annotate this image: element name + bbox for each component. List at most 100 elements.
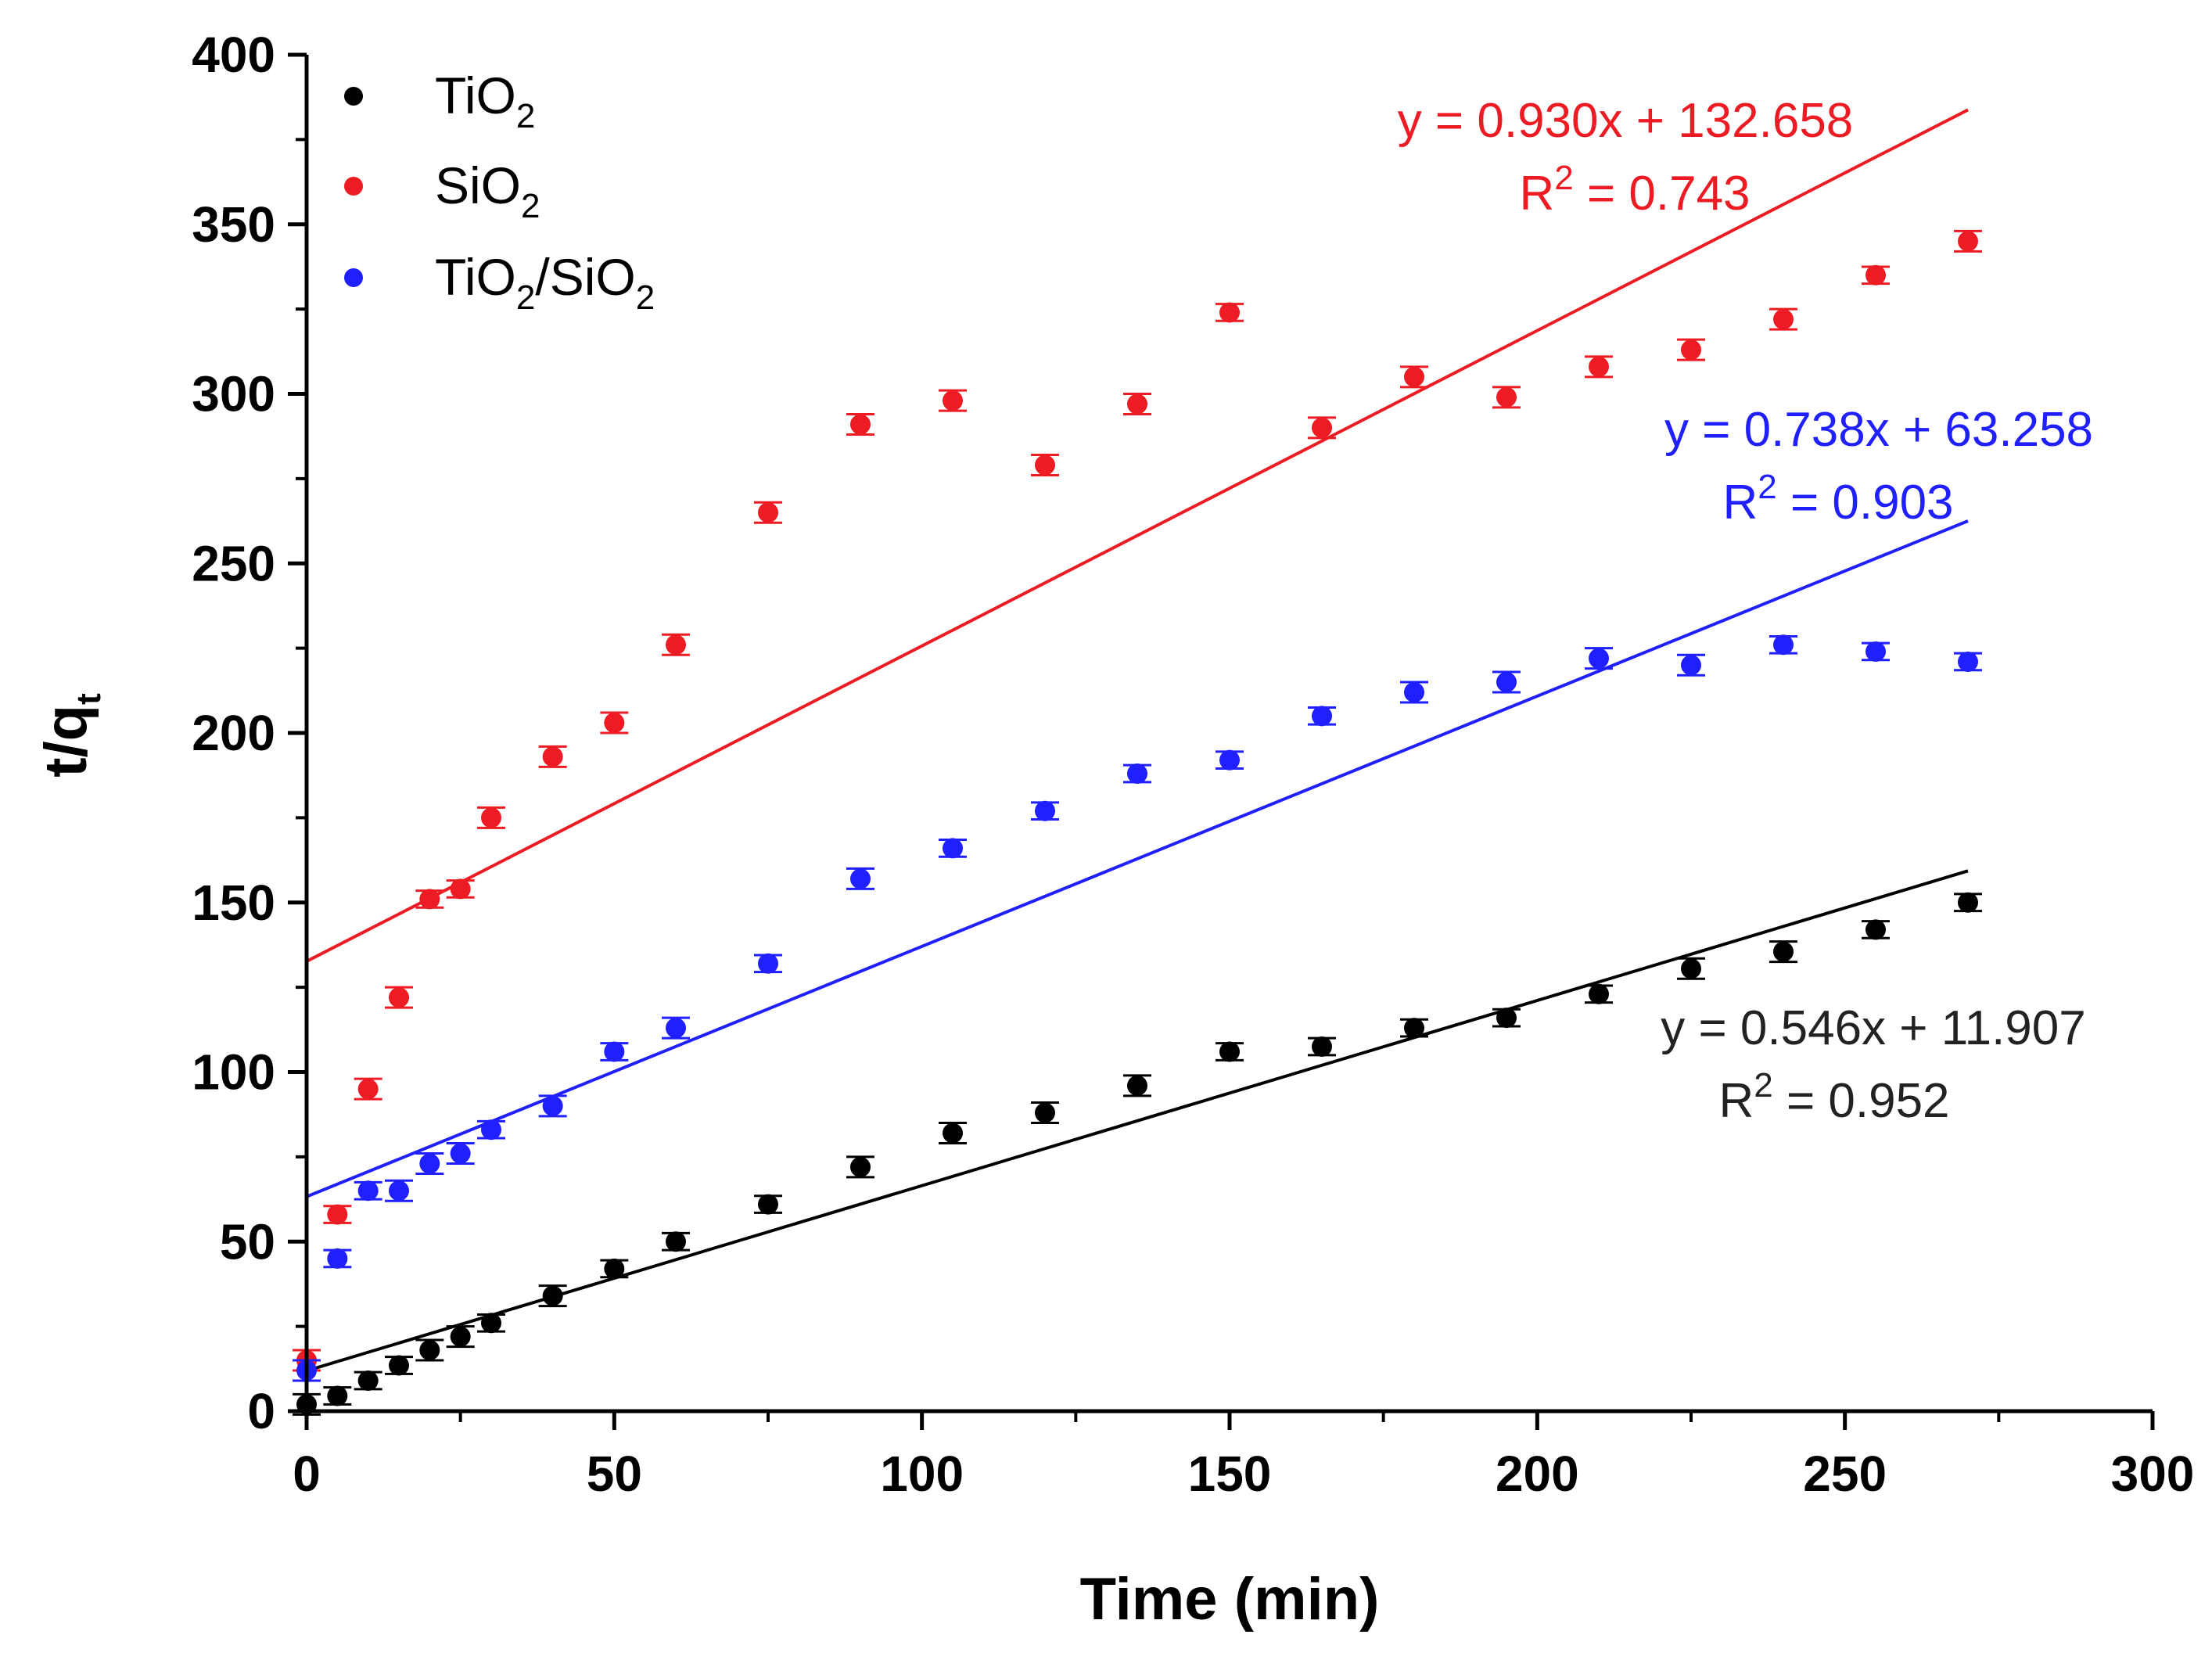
y-tick-label: 400: [192, 27, 275, 83]
data-points-layer: [293, 229, 1982, 1416]
series-tio2: [293, 892, 1982, 1416]
x-tick-label: 100: [880, 1446, 964, 1502]
annotation-tio2sio2: y = 0.738x + 63.258 R2 = 0.903: [1664, 403, 2093, 530]
data-point-tio2sio2: [1865, 641, 1886, 662]
legend-item-sio2: SiO2: [344, 156, 540, 225]
data-point-sio2: [481, 807, 501, 828]
data-point-tio2sio2: [1496, 671, 1517, 692]
data-point-tio2sio2: [1681, 655, 1701, 676]
data-point-tio2: [1127, 1075, 1147, 1096]
data-point-sio2: [1312, 417, 1332, 438]
y-axis-title-sub: t: [70, 693, 108, 705]
data-point-tio2: [1035, 1102, 1055, 1123]
data-point-tio2sio2: [1312, 706, 1332, 727]
y-tick-label: 50: [220, 1213, 275, 1270]
data-point-sio2: [943, 390, 963, 411]
annotation-sio2: y = 0.930x + 132.658 R2 = 0.743: [1398, 94, 1854, 221]
data-point-sio2: [1865, 264, 1886, 286]
data-point-tio2: [1312, 1036, 1332, 1057]
data-point-tio2: [357, 1370, 379, 1391]
x-tick-label: 50: [587, 1446, 642, 1502]
y-tick-label: 350: [192, 196, 275, 253]
data-point-sio2: [389, 987, 409, 1008]
data-point-tio2: [419, 1339, 440, 1360]
data-point-tio2: [1958, 892, 1978, 913]
data-point-tio2: [327, 1385, 348, 1406]
annotation-tio2sio2-equation: y = 0.738x + 63.258: [1664, 403, 2093, 457]
y-axis-title: t/qt: [33, 693, 108, 778]
data-point-tio2: [1773, 941, 1794, 962]
data-point-sio2: [1773, 309, 1794, 330]
legend-item-tio2: TiO2: [344, 66, 535, 135]
annotation-sio2-r2: R2 = 0.743: [1519, 159, 1750, 221]
series-tio2sio2: [293, 634, 1982, 1382]
data-point-sio2: [450, 878, 471, 900]
data-point-sio2: [357, 1079, 379, 1100]
legend-marker-tio2: [344, 87, 363, 106]
legend-marker-tio2sio2: [344, 268, 363, 287]
data-point-tio2sio2: [389, 1180, 409, 1202]
annotation-tio2-equation: y = 0.546x + 11.907: [1661, 1001, 2086, 1055]
legend: TiO2 SiO2 TiO2/SiO2: [344, 66, 655, 317]
data-point-tio2: [1589, 983, 1609, 1004]
x-tick-label: 300: [2111, 1446, 2195, 1502]
data-point-sio2: [850, 414, 871, 435]
data-point-tio2: [943, 1123, 963, 1144]
data-point-tio2sio2: [1035, 800, 1055, 821]
data-point-tio2sio2: [481, 1119, 501, 1141]
data-point-tio2: [481, 1313, 501, 1334]
data-point-tio2: [1404, 1018, 1424, 1039]
data-point-tio2sio2: [450, 1143, 471, 1164]
data-point-tio2sio2: [327, 1248, 348, 1269]
data-point-sio2: [758, 502, 778, 523]
y-tick-label: 0: [247, 1383, 275, 1439]
x-tick-label: 200: [1496, 1446, 1579, 1502]
annotation-tio2sio2-r2: R2 = 0.903: [1722, 468, 1953, 530]
data-point-sio2: [1035, 454, 1055, 476]
data-point-tio2sio2: [542, 1095, 563, 1116]
data-point-tio2sio2: [604, 1041, 625, 1062]
data-point-tio2: [1865, 919, 1886, 940]
legend-label-tio2: TiO2: [435, 66, 535, 135]
data-point-tio2: [1681, 958, 1701, 979]
legend-marker-sio2: [344, 177, 363, 196]
data-point-sio2: [1219, 302, 1240, 323]
x-tick-label: 250: [1803, 1446, 1887, 1502]
data-point-tio2: [758, 1194, 778, 1215]
data-point-sio2: [542, 746, 563, 767]
data-point-sio2: [666, 634, 686, 656]
data-point-tio2sio2: [850, 868, 871, 889]
legend-label-tio2sio2: TiO2/SiO2: [435, 248, 655, 317]
annotation-tio2: y = 0.546x + 11.907 R2 = 0.952: [1661, 1001, 2086, 1128]
y-tick-label: 150: [192, 875, 275, 931]
data-point-tio2: [1496, 1008, 1517, 1029]
data-point-tio2sio2: [1958, 651, 1978, 672]
data-point-tio2sio2: [1773, 634, 1794, 656]
ticks-layer: 0 50 100 150 200 250 300 0 50 100 150 200 250 300 350 4…: [192, 27, 2194, 1502]
x-axis-title: Time (min): [1080, 1566, 1380, 1633]
data-point-sio2: [1496, 386, 1517, 408]
annotation-sio2-equation: y = 0.930x + 132.658: [1398, 94, 1854, 148]
data-point-tio2: [542, 1285, 563, 1306]
y-axis-title-main: t/q: [33, 705, 99, 778]
x-tick-label: 150: [1188, 1446, 1272, 1502]
data-point-tio2: [389, 1355, 409, 1376]
y-tick-label: 100: [192, 1044, 275, 1101]
y-tick-label: 300: [192, 366, 275, 422]
data-point-tio2sio2: [419, 1153, 440, 1174]
data-point-tio2: [666, 1231, 686, 1252]
data-point-tio2sio2: [1589, 648, 1609, 669]
data-point-tio2: [1219, 1041, 1240, 1062]
y-tick-label: 200: [192, 705, 275, 761]
data-point-sio2: [1404, 366, 1424, 387]
data-point-sio2: [604, 712, 625, 733]
fit-line-tio2: [306, 869, 1969, 1373]
data-point-tio2: [450, 1326, 471, 1347]
data-point-sio2: [1958, 231, 1978, 252]
data-point-sio2: [1127, 393, 1147, 415]
data-point-tio2sio2: [1127, 763, 1147, 785]
data-point-sio2: [1681, 339, 1701, 361]
data-point-tio2sio2: [1219, 749, 1240, 771]
fit-lines-layer: [306, 108, 1969, 1373]
